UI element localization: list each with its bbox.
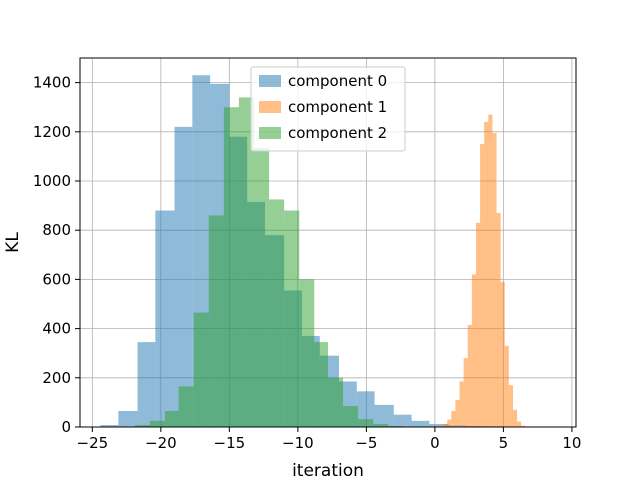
histogram-bar bbox=[208, 215, 224, 427]
histogram-bar bbox=[254, 147, 270, 428]
histogram-bar bbox=[269, 199, 285, 427]
x-tick-label: −20 bbox=[145, 434, 177, 452]
histogram-bar bbox=[411, 420, 430, 427]
y-tick-label: 0 bbox=[61, 418, 71, 436]
histogram-bar bbox=[521, 425, 526, 427]
histogram-bar bbox=[343, 406, 359, 427]
y-tick-label: 400 bbox=[42, 320, 71, 338]
histogram-bar bbox=[149, 420, 165, 427]
y-tick-label: 1000 bbox=[33, 172, 71, 190]
y-axis-ticks: 0 200 400 600 800 1000 1200 1400 bbox=[33, 74, 80, 436]
plot-frame bbox=[79, 57, 577, 428]
y-tick-label: 600 bbox=[42, 270, 71, 288]
axes bbox=[79, 57, 577, 428]
histogram-bar bbox=[492, 133, 497, 427]
histogram-bar bbox=[484, 121, 489, 428]
histogram-bars bbox=[100, 75, 540, 428]
histogram-bar bbox=[517, 421, 522, 427]
histogram-bar bbox=[512, 409, 518, 427]
x-tick-label: 10 bbox=[562, 434, 581, 452]
histogram-bar bbox=[374, 404, 394, 427]
histogram-bar bbox=[459, 381, 464, 427]
histogram-bar bbox=[508, 385, 513, 427]
x-tick-label: −25 bbox=[77, 434, 109, 452]
series-1-bars bbox=[438, 114, 526, 428]
legend-frame bbox=[250, 66, 406, 152]
histogram-bar bbox=[463, 358, 468, 427]
x-axis-ticks: −25 −20 −15 −10 −5 0 5 10 bbox=[77, 427, 581, 452]
x-tick-label: −10 bbox=[282, 434, 314, 452]
series-2-bars bbox=[134, 97, 404, 428]
histogram-bar bbox=[471, 274, 476, 427]
histogram-bar bbox=[134, 425, 150, 427]
histogram-bar bbox=[238, 97, 255, 428]
legend-swatch bbox=[259, 127, 281, 139]
histogram-bar bbox=[314, 342, 328, 427]
histogram-bar bbox=[496, 212, 501, 427]
y-tick-label: 200 bbox=[42, 369, 71, 387]
y-tick-label: 800 bbox=[42, 221, 71, 239]
histogram-bar bbox=[356, 391, 375, 427]
y-axis-label: KL bbox=[3, 232, 23, 253]
legend-entry-label: component 0 bbox=[288, 72, 387, 90]
histogram-bar bbox=[193, 312, 209, 427]
x-tick-label: −15 bbox=[214, 434, 246, 452]
x-tick-label: −5 bbox=[355, 434, 377, 452]
histogram-bar bbox=[451, 411, 456, 427]
x-axis-label: iteration bbox=[292, 461, 364, 480]
histogram-bar bbox=[504, 345, 509, 427]
histogram-bar bbox=[155, 210, 175, 427]
histogram-bar bbox=[164, 411, 179, 427]
histogram-bar bbox=[373, 424, 389, 427]
histogram-bar bbox=[118, 411, 138, 427]
histogram-bar bbox=[100, 425, 119, 427]
legend-swatch bbox=[259, 75, 281, 87]
histogram-bar bbox=[393, 414, 412, 427]
y-tick-label: 1200 bbox=[33, 123, 71, 141]
histogram-bar bbox=[443, 424, 448, 427]
x-tick-label: 5 bbox=[499, 434, 509, 452]
histogram-bar bbox=[328, 377, 344, 427]
histogram-bar bbox=[223, 107, 239, 427]
histogram-bar bbox=[488, 114, 493, 427]
histogram-bar bbox=[455, 399, 460, 427]
histogram-bar bbox=[447, 419, 452, 427]
histogram-bar bbox=[475, 222, 481, 427]
histogram-bar bbox=[358, 419, 374, 427]
legend-entry-label: component 1 bbox=[288, 98, 387, 116]
histogram-bar bbox=[137, 342, 156, 427]
histogram-bar bbox=[299, 279, 315, 427]
histogram-bar bbox=[178, 386, 194, 427]
x-tick-label: 0 bbox=[430, 434, 440, 452]
histogram-bar bbox=[429, 424, 449, 427]
histogram-bar bbox=[174, 126, 193, 427]
y-tick-label: 1400 bbox=[33, 74, 71, 92]
histogram-bar bbox=[467, 324, 472, 427]
histogram-bar bbox=[500, 281, 505, 427]
legend-entry-label: component 2 bbox=[288, 124, 387, 142]
legend-swatch bbox=[259, 101, 281, 113]
legend: component 0 component 1 component 2 bbox=[250, 66, 406, 152]
histogram-bar bbox=[284, 210, 300, 427]
histogram-bar bbox=[480, 144, 485, 427]
